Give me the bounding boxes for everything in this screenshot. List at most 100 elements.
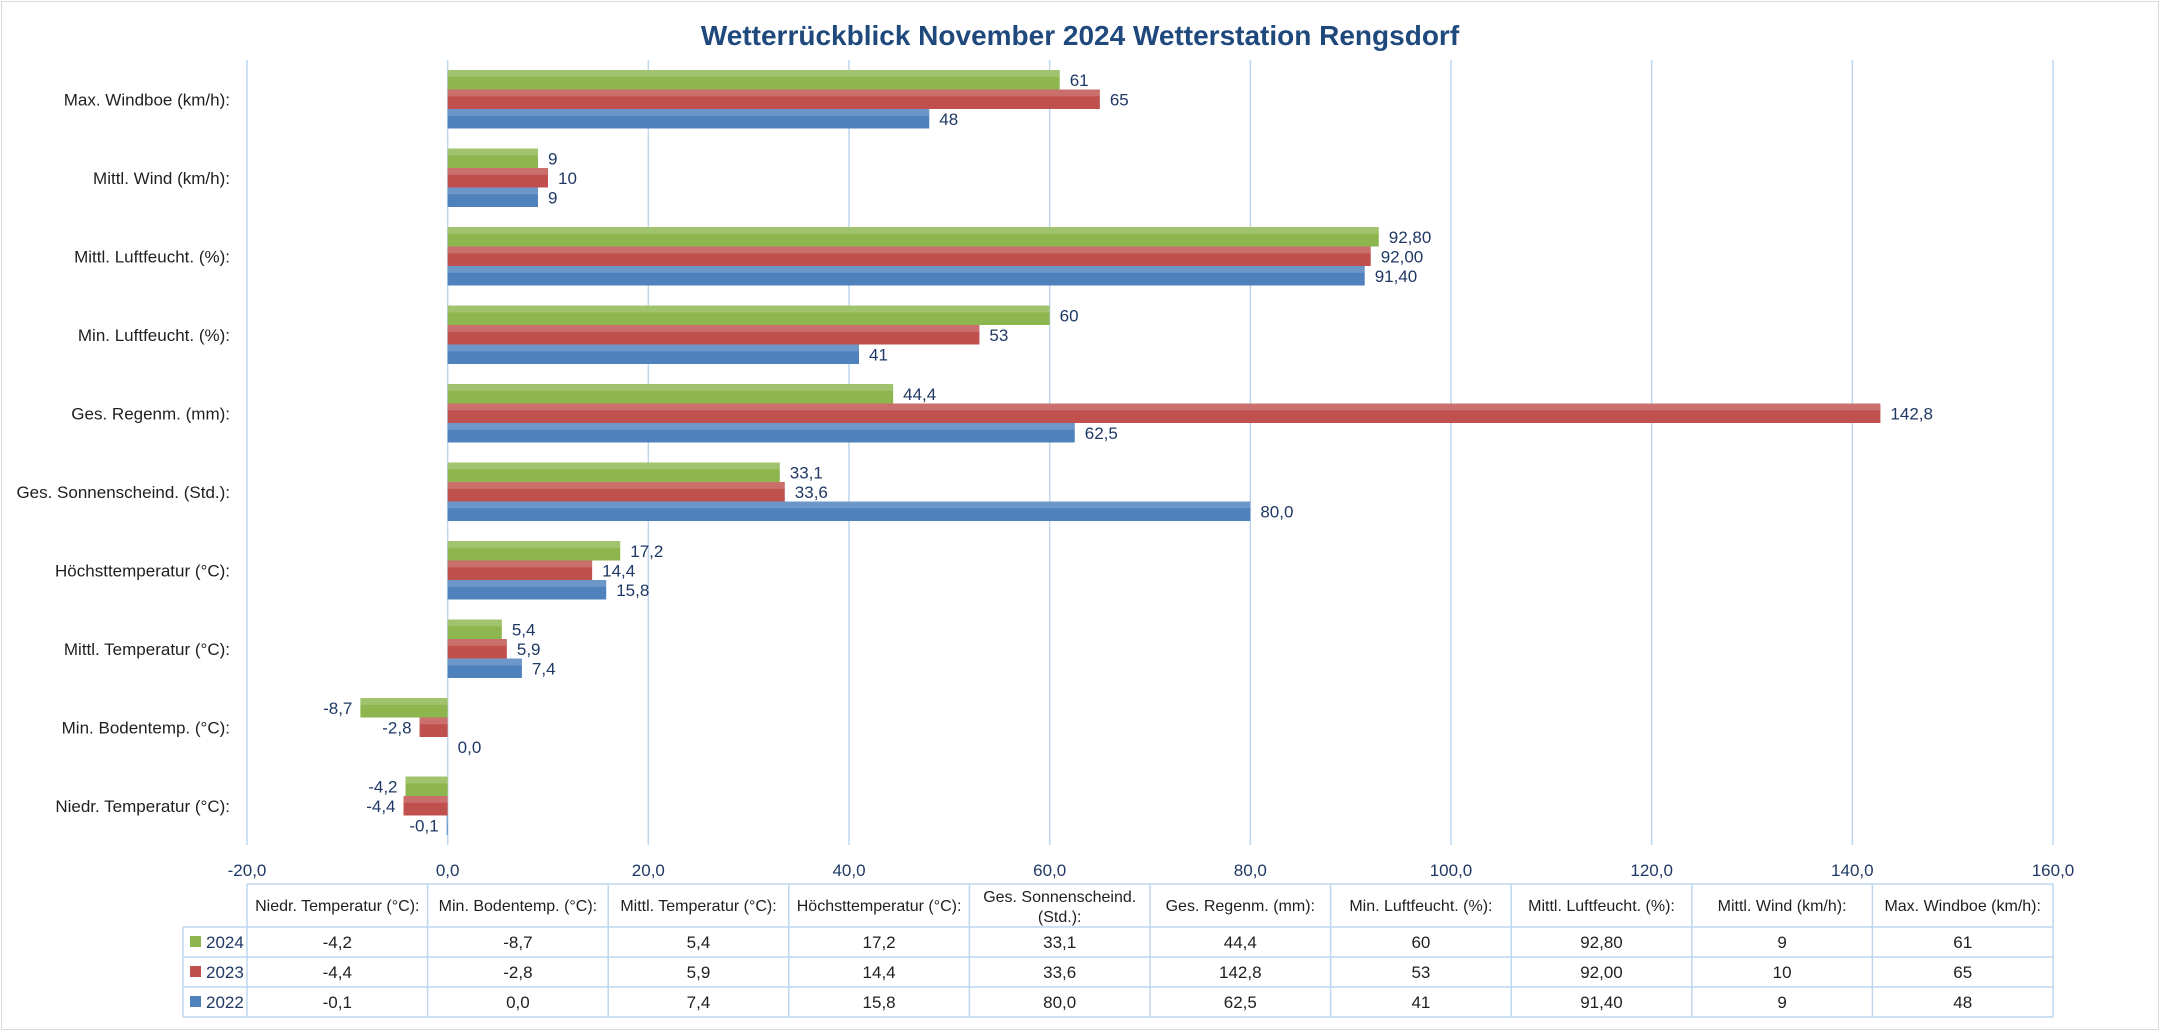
data-label: 142,8 xyxy=(1890,404,1933,423)
bar-2022 xyxy=(447,423,1075,443)
data-label: 44,4 xyxy=(903,385,936,404)
category-label: Max. Windboe (km/h): xyxy=(64,90,230,109)
table-cell: 60 xyxy=(1411,933,1430,952)
table-cell: 33,6 xyxy=(1043,963,1076,982)
bar-2024 xyxy=(447,305,1050,325)
bar-2023 xyxy=(419,717,448,737)
legend-label: 2022 xyxy=(206,993,244,1012)
category-label: Mittl. Temperatur (°C): xyxy=(64,640,230,659)
bar-highlight xyxy=(447,541,621,548)
bar-2023 xyxy=(447,482,785,502)
bar-2024 xyxy=(447,619,502,639)
bar-highlight xyxy=(447,639,507,646)
data-label: -4,2 xyxy=(368,777,397,796)
data-label: 53 xyxy=(989,326,1008,345)
table-cell: 61 xyxy=(1953,933,1972,952)
x-tick-label: 20,0 xyxy=(632,861,665,880)
data-label: 14,4 xyxy=(602,561,635,580)
table-header: Höchsttemperatur (°C): xyxy=(797,898,962,915)
bar-highlight xyxy=(447,109,930,116)
data-label: 5,4 xyxy=(512,620,536,639)
bar-highlight xyxy=(447,403,1881,411)
category-label: Mittl. Wind (km/h): xyxy=(93,169,230,188)
bar-2024 xyxy=(447,227,1379,247)
table-header: Mittl. Wind (km/h): xyxy=(1718,898,1847,915)
bar-highlight xyxy=(447,168,548,175)
data-label: 33,6 xyxy=(795,483,828,502)
bar-2023 xyxy=(447,246,1371,266)
table-cell: 17,2 xyxy=(863,933,896,952)
legend-label: 2024 xyxy=(206,933,244,952)
x-tick-label: 140,0 xyxy=(1831,861,1874,880)
table-cell: 41 xyxy=(1411,993,1430,1012)
bar-highlight xyxy=(447,580,607,587)
category-label: Niedr. Temperatur (°C): xyxy=(55,797,230,816)
category-label: Ges. Regenm. (mm): xyxy=(71,404,230,423)
table-cell: 62,5 xyxy=(1224,993,1257,1012)
bar-group xyxy=(447,227,1379,247)
bar-highlight xyxy=(447,384,894,391)
legend-swatch-2023 xyxy=(190,966,201,977)
bar-2024 xyxy=(447,384,894,404)
x-tick-label: 100,0 xyxy=(1430,861,1473,880)
bar-2022 xyxy=(447,580,607,600)
data-label: 17,2 xyxy=(630,542,663,561)
data-label: 41 xyxy=(869,345,888,364)
table-header: Max. Windboe (km/h): xyxy=(1884,898,2040,915)
bar-group xyxy=(447,384,894,404)
table-cell: 142,8 xyxy=(1219,963,1262,982)
category-label: Min. Bodentemp. (°C): xyxy=(62,718,230,737)
table-header: Mittl. Luftfeucht. (%): xyxy=(1528,898,1675,915)
x-tick-label: 120,0 xyxy=(1630,861,1673,880)
bar-2024 xyxy=(447,462,780,482)
table-header: Ges. Regenm. (mm): xyxy=(1166,898,1315,915)
bar-highlight xyxy=(447,482,785,489)
bar-2022 xyxy=(447,187,538,207)
bar-highlight xyxy=(447,227,1379,234)
data-label: 92,80 xyxy=(1389,228,1432,247)
bar-2023 xyxy=(447,325,980,345)
bar-highlight xyxy=(447,187,538,195)
x-tick-label: 40,0 xyxy=(832,861,865,880)
table-cell: 53 xyxy=(1411,963,1430,982)
bar-highlight xyxy=(447,560,593,568)
x-tick-label: 80,0 xyxy=(1234,861,1267,880)
legend-label: 2023 xyxy=(206,963,244,982)
data-label: 33,1 xyxy=(790,463,823,482)
bar-highlight xyxy=(360,698,448,705)
data-label: 62,5 xyxy=(1085,424,1118,443)
category-labels: Niedr. Temperatur (°C): Min. Bodentemp. (… xyxy=(16,90,230,816)
bar-group xyxy=(447,266,1365,286)
bar-2023 xyxy=(403,796,448,816)
bar-group xyxy=(447,305,1050,325)
bar-group xyxy=(447,462,780,482)
bar-group xyxy=(419,717,448,737)
category-label: Min. Luftfeucht. (%): xyxy=(78,326,230,345)
data-label: 91,40 xyxy=(1375,267,1418,286)
bar-highlight xyxy=(419,717,448,725)
table-cell: 5,4 xyxy=(687,933,711,952)
bar-2024 xyxy=(405,776,448,796)
table-cell: 15,8 xyxy=(863,993,896,1012)
bar-highlight xyxy=(446,815,448,823)
bar-group xyxy=(360,698,448,718)
bar-2022 xyxy=(447,109,930,129)
bar-2023 xyxy=(447,89,1100,109)
data-label: 48 xyxy=(939,110,958,129)
table-cell: 0,0 xyxy=(506,993,530,1012)
category-label: Mittl. Luftfeucht. (%): xyxy=(74,247,230,266)
bar-group xyxy=(447,541,621,561)
table-cell: 33,1 xyxy=(1043,933,1076,952)
bar-group xyxy=(447,325,980,345)
table-cell: 48 xyxy=(1953,993,1972,1012)
bar-2023 xyxy=(447,639,507,659)
bar-2024 xyxy=(447,541,621,561)
table-cell: 9 xyxy=(1777,993,1786,1012)
bar-highlight xyxy=(447,344,860,352)
table-header: Min. Luftfeucht. (%): xyxy=(1349,898,1492,915)
category-label: Ges. Sonnenscheind. (Std.): xyxy=(16,483,230,502)
bar-highlight xyxy=(403,796,448,803)
bar-2024 xyxy=(447,70,1060,90)
